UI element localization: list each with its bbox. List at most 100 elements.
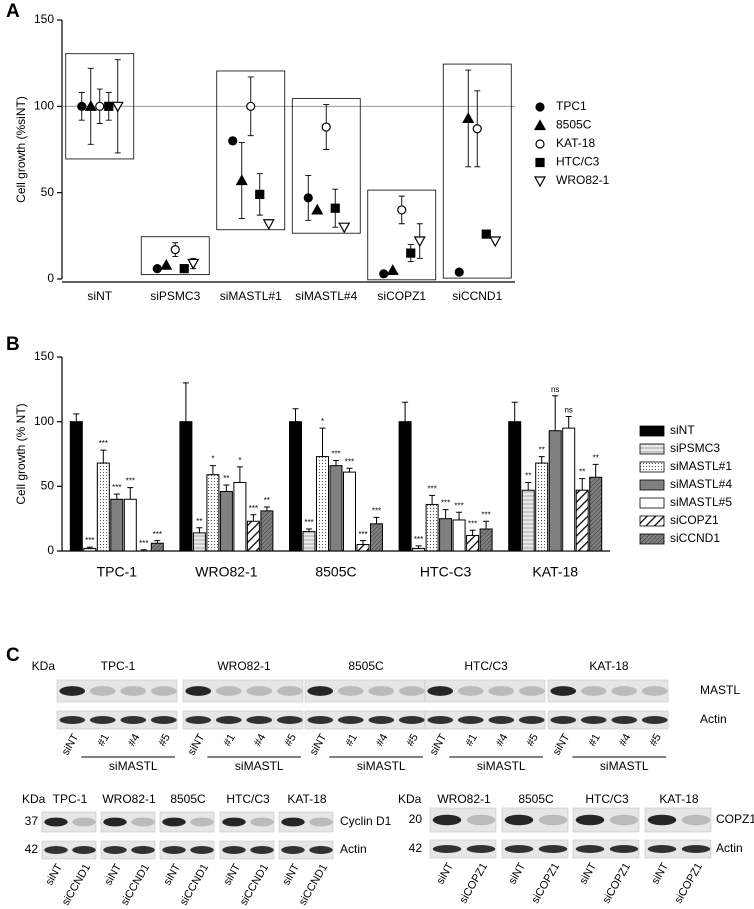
panel-label: A: [6, 1, 20, 22]
point: [321, 122, 331, 132]
cell-line-label: WRO82-1: [437, 792, 491, 806]
significance-label: **: [593, 453, 599, 462]
significance-label: ***: [126, 477, 135, 486]
significance-label: *: [238, 456, 241, 465]
bar: [589, 476, 603, 552]
blot-strip: [429, 839, 497, 859]
y-tick-label: 0: [47, 543, 54, 557]
error-bar: [209, 465, 216, 475]
band: [131, 817, 155, 827]
band: [504, 814, 534, 826]
band: [337, 686, 364, 696]
band: [246, 686, 273, 696]
band: [457, 716, 484, 724]
band: [150, 686, 177, 696]
legend-label: siMASTL#1: [670, 459, 732, 473]
lane-label: siNT: [161, 862, 183, 888]
lane-label: siCCND1: [238, 862, 271, 908]
y-tick-label: 50: [41, 185, 55, 199]
error-bar: [250, 514, 257, 522]
legend-label: siMASTL#4: [670, 477, 732, 491]
legend-label: HTC/C3: [556, 155, 600, 169]
error-bar: [100, 449, 107, 464]
cell-line-label: 8505C: [348, 659, 384, 673]
point: [179, 264, 189, 274]
lane-label: siNT: [551, 732, 573, 758]
lane-label: #4: [252, 732, 269, 749]
blot-strip: [424, 710, 546, 730]
band: [276, 686, 303, 696]
lane-label: siNT: [280, 862, 302, 888]
lane-label: #1: [463, 732, 480, 749]
band: [89, 686, 116, 696]
lane-label: #4: [494, 732, 511, 749]
bar: [398, 421, 412, 552]
band: [368, 686, 395, 696]
error-bar: [552, 395, 559, 431]
mw-marker: 37: [25, 814, 39, 828]
band: [59, 686, 86, 696]
significance-label: **: [223, 474, 229, 483]
blot-strip: [182, 710, 304, 730]
lane-label: siNT: [506, 861, 528, 887]
error-bar: [525, 481, 532, 491]
lane-label: siNT: [102, 862, 124, 888]
lane-label: #5: [404, 732, 421, 749]
cell-line-label: HTC/C3: [585, 792, 629, 806]
lane-group-label: siMASTL: [600, 759, 649, 773]
legend-swatch: [639, 461, 665, 473]
mw-marker: 42: [409, 841, 423, 855]
point: [533, 119, 547, 131]
lane-label: siCOPZ1: [457, 861, 490, 906]
point: [111, 101, 124, 113]
blot-strip: [644, 839, 712, 859]
y-tick-label: 150: [34, 349, 54, 363]
bar: [96, 462, 110, 552]
point: [406, 248, 416, 258]
bar: [150, 542, 164, 552]
significance-label: ***: [358, 530, 367, 539]
band: [150, 716, 177, 724]
error-bar: [429, 494, 436, 505]
significance-label: **: [525, 472, 531, 481]
band: [504, 845, 534, 853]
bar: [343, 471, 356, 552]
group-box: [291, 98, 361, 234]
point: [235, 174, 248, 186]
bar: [479, 528, 493, 552]
lane-label: siCOPZ1: [600, 861, 633, 906]
significance-label: *: [211, 455, 214, 464]
bar: [316, 456, 329, 552]
band: [190, 817, 214, 827]
band: [44, 817, 68, 827]
mw-marker: 42: [25, 842, 39, 856]
point: [535, 102, 545, 112]
significance-label: ***: [85, 536, 94, 545]
error-bar: [127, 487, 134, 500]
error-bar: [333, 459, 339, 466]
band: [609, 845, 639, 853]
band: [215, 716, 242, 724]
error-bar: [538, 456, 545, 464]
bar: [302, 531, 316, 552]
lane-label: #5: [156, 732, 173, 749]
error-bar: [442, 509, 449, 519]
legend-swatch: [639, 443, 665, 455]
band: [611, 716, 638, 724]
lane-label: siNT: [221, 862, 243, 888]
bar: [289, 421, 302, 552]
band: [131, 846, 155, 854]
group-box: [65, 53, 135, 160]
point: [462, 112, 475, 124]
bar: [466, 534, 480, 552]
band: [580, 716, 607, 724]
legend-label: siMASTL#5: [670, 495, 732, 509]
point: [533, 176, 547, 188]
band: [518, 716, 545, 724]
point: [481, 229, 491, 239]
legend-label: 8505C: [556, 118, 592, 132]
band: [44, 846, 68, 854]
bar: [206, 474, 220, 552]
significance-label: ***: [112, 483, 121, 492]
lane-label: siNT: [428, 732, 450, 758]
